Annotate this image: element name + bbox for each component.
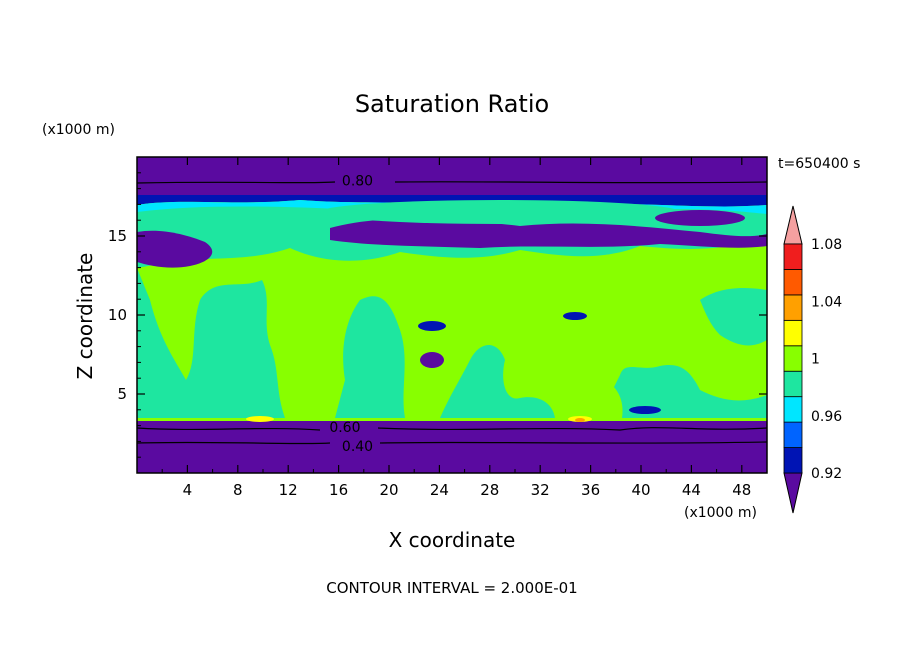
green-region-left xyxy=(137,268,285,418)
y-tick-label: 15 xyxy=(108,227,127,245)
contour-field xyxy=(137,157,767,473)
contour-line-040 xyxy=(137,441,767,445)
y-axis: 5 10 15 xyxy=(108,172,767,458)
lime-patch-low xyxy=(555,378,623,418)
purple-band-upper xyxy=(330,218,767,248)
x-unit-label: (x1000 m) xyxy=(684,505,757,521)
orange-tip-right xyxy=(575,418,585,422)
x-tick-label: 40 xyxy=(631,481,650,499)
purple-band-left xyxy=(137,230,213,268)
colorbar-tick-label: 0.96 xyxy=(811,409,842,425)
colorbar-segment xyxy=(783,243,803,270)
upper-dry-layer xyxy=(137,157,767,195)
x-tick-label: 12 xyxy=(279,481,298,499)
contour-interval-note: CONTOUR INTERVAL = 2.000E-01 xyxy=(326,579,577,597)
chart-title: Saturation Ratio xyxy=(355,90,549,118)
y-axis-label: Z coordinate xyxy=(73,253,97,380)
colorbar-top-arrow xyxy=(783,205,803,245)
x-tick-label: 28 xyxy=(480,481,499,499)
x-tick-label: 48 xyxy=(732,481,751,499)
y-tick-label: 10 xyxy=(108,306,127,324)
colorbar-tick-label: 0.92 xyxy=(811,466,842,482)
yellow-tip-left xyxy=(246,416,274,422)
contour-line-080 xyxy=(137,181,767,184)
contour-label: 0.40 xyxy=(342,439,373,455)
x-axis: 4 8 12 16 20 24 28 32 36 40 44 48 xyxy=(161,157,751,499)
colorbar-segment xyxy=(783,421,803,448)
blue-patch-center xyxy=(418,321,446,331)
colorbar-segment xyxy=(783,447,803,474)
green-region-far-right xyxy=(700,288,767,346)
cyan-lens-upper xyxy=(320,200,680,224)
x-tick-label: 36 xyxy=(581,481,600,499)
time-label: t=650400 s xyxy=(778,156,860,172)
green-region-center xyxy=(335,296,405,418)
y-unit-label: (x1000 m) xyxy=(42,122,115,138)
x-tick-label: 44 xyxy=(682,481,701,499)
x-tick-label: 4 xyxy=(183,481,193,499)
blue-patch-right xyxy=(563,312,587,320)
x-tick-label: 16 xyxy=(329,481,348,499)
purple-lens-right xyxy=(655,210,745,226)
colorbar-tick-label: 1.08 xyxy=(811,237,842,253)
purple-patch-center xyxy=(420,352,444,368)
contour-labels: 0.80 0.60 0.40 xyxy=(329,174,373,455)
colorbar-segment xyxy=(783,319,803,347)
colorbar-segment xyxy=(783,345,803,372)
colorbar-tick-label: 1.04 xyxy=(811,294,842,310)
colorbar-bottom-arrow xyxy=(783,472,803,514)
x-axis-label: X coordinate xyxy=(389,528,516,552)
colorbar-segment xyxy=(783,294,803,321)
green-region-mid xyxy=(440,345,555,418)
blue-patch-low xyxy=(629,406,661,414)
contour-line-060 xyxy=(137,427,767,431)
contour-label: 0.60 xyxy=(329,420,360,436)
green-region-right xyxy=(600,365,767,418)
colorbar: 0.92 0.96 1 1.04 1.08 xyxy=(783,205,842,514)
x-tick-label: 20 xyxy=(379,481,398,499)
x-tick-label: 8 xyxy=(233,481,243,499)
colorbar-tick-label: 1 xyxy=(811,352,820,368)
colorbar-segment xyxy=(783,396,803,423)
y-tick-label: 5 xyxy=(117,385,127,403)
x-tick-label: 24 xyxy=(430,481,449,499)
colorbar-segment xyxy=(783,370,803,398)
x-tick-label: 32 xyxy=(531,481,550,499)
contour-label: 0.80 xyxy=(342,174,373,190)
colorbar-segment xyxy=(783,269,803,296)
